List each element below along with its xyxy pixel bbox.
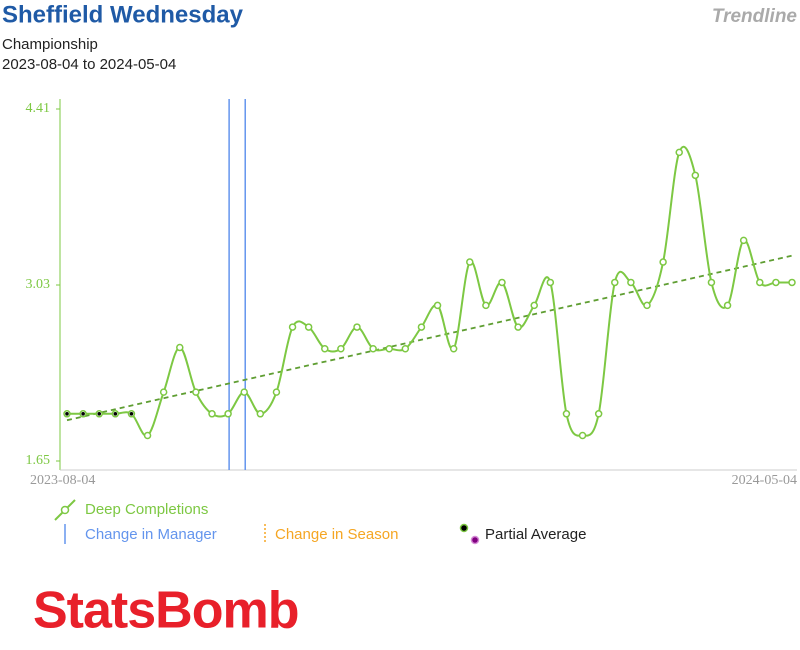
point — [353, 323, 361, 331]
legend-label: Change in Manager — [85, 526, 217, 543]
partial-average-dot — [129, 412, 134, 416]
partial-average-dot — [81, 412, 85, 416]
point — [256, 410, 265, 418]
point — [578, 431, 587, 440]
partial-average-dot — [65, 412, 69, 416]
point — [482, 301, 490, 310]
point — [466, 258, 474, 266]
point — [240, 388, 248, 396]
point — [337, 345, 345, 353]
partial-average-dot — [97, 412, 102, 416]
point — [756, 278, 764, 287]
point — [321, 345, 329, 353]
point — [224, 410, 232, 418]
legend-label: Change in Season — [275, 526, 398, 543]
series-line — [67, 145, 792, 437]
point — [772, 278, 780, 287]
legend-label: Partial Average — [485, 526, 586, 543]
point — [594, 410, 603, 418]
partial-average-dot — [113, 412, 118, 416]
legend-label: Deep Completions — [85, 501, 208, 518]
point — [288, 323, 297, 331]
point — [530, 301, 538, 310]
legend-partial-symbol — [459, 523, 469, 533]
point — [627, 278, 635, 287]
point — [691, 171, 700, 180]
point — [401, 345, 410, 353]
point — [723, 301, 732, 310]
point — [562, 410, 571, 418]
point — [369, 345, 377, 353]
chart-title: Sheffield Wednesday — [2, 1, 244, 28]
logo: StatsBomb — [33, 582, 298, 640]
y-tick-label: 4.41 — [26, 101, 51, 116]
point — [611, 278, 619, 287]
point — [707, 278, 716, 287]
point — [385, 345, 393, 353]
point — [192, 388, 200, 396]
point — [304, 323, 313, 331]
legend-line-marker — [60, 505, 70, 515]
date-range: 2023-08-04 to 2024-05-04 — [2, 56, 176, 73]
point — [417, 323, 426, 331]
y-tick-label: 3.03 — [26, 277, 51, 292]
point — [143, 431, 152, 440]
point — [643, 301, 651, 310]
x-tick-label: 2023-08-04 — [30, 473, 95, 488]
point — [514, 323, 522, 331]
point — [788, 278, 796, 287]
point — [546, 278, 555, 287]
point — [433, 301, 442, 310]
point — [272, 388, 281, 396]
x-tick-label: 2024-05-04 — [732, 473, 797, 488]
point — [449, 345, 458, 353]
y-tick-label: 1.65 — [26, 453, 51, 468]
legend-partial-symbol — [470, 535, 480, 545]
trendline — [66, 254, 793, 422]
point — [176, 343, 184, 352]
point — [208, 410, 216, 418]
point — [675, 148, 683, 157]
point — [159, 388, 168, 396]
subtitle: Championship — [2, 36, 98, 53]
point — [739, 236, 748, 245]
point — [498, 278, 506, 287]
badge: Trendline — [712, 6, 798, 27]
point — [659, 258, 667, 266]
